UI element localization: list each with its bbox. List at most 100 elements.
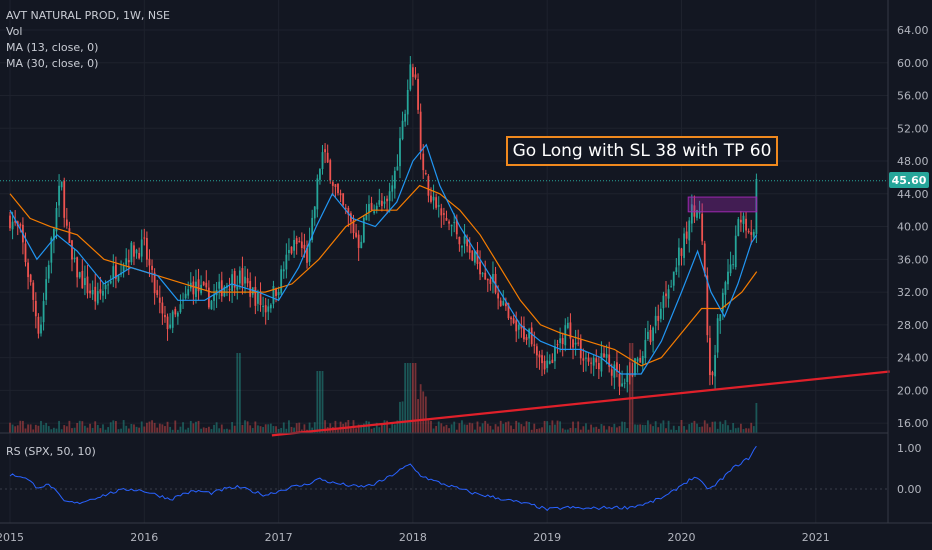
- candle-body: [275, 288, 277, 296]
- volume-bar: [721, 424, 724, 433]
- candle-body: [254, 287, 257, 306]
- candle-body: [210, 300, 213, 310]
- volume-bar: [430, 420, 432, 433]
- volume-bar: [543, 420, 546, 433]
- chart-legend: AVT NATURAL PROD, 1W, NSE Vol MA (13, cl…: [6, 8, 170, 72]
- candle-body: [32, 282, 35, 300]
- candle-body: [368, 204, 370, 213]
- candle-body: [269, 304, 272, 309]
- volume-bar: [701, 426, 704, 433]
- candle-body: [339, 193, 342, 196]
- volume-bar: [47, 426, 50, 433]
- volume-bar: [114, 421, 117, 433]
- volume-bar: [195, 421, 197, 433]
- volume-bar: [388, 428, 391, 433]
- candle-body: [344, 207, 347, 209]
- volume-bar: [561, 428, 564, 433]
- time-tick-label: 2021: [802, 531, 830, 544]
- volume-bar: [381, 424, 383, 433]
- volume-bar: [171, 429, 174, 433]
- candle-body: [729, 264, 732, 274]
- volume-bar: [378, 427, 381, 433]
- volume-legend[interactable]: Vol: [6, 25, 23, 38]
- candle-body: [223, 286, 226, 297]
- volume-bar: [551, 420, 554, 433]
- volume-bar: [649, 424, 652, 433]
- volume-bar: [559, 421, 562, 433]
- volume-bar: [706, 423, 709, 433]
- volume-bar: [466, 424, 469, 433]
- candle-body: [520, 324, 523, 329]
- price-axis[interactable]: 64.00 60.00 56.00 52.00 48.00 44.00 40.00 36.00…: [897, 24, 929, 430]
- volume-bar: [603, 425, 605, 433]
- candle-body: [236, 285, 239, 290]
- candle-body: [192, 281, 195, 295]
- trade-annotation[interactable]: Go Long with SL 38 with TP 60: [506, 136, 778, 166]
- price-tick-label: 28.00: [897, 319, 929, 332]
- candle-body: [138, 253, 141, 259]
- candle-body: [381, 200, 383, 207]
- volume-bar: [60, 429, 63, 433]
- candle-body: [672, 271, 675, 286]
- price-tick-label: 32.00: [897, 286, 929, 299]
- volume-bar: [693, 420, 696, 433]
- volume-bar: [556, 420, 559, 433]
- candle-body: [50, 237, 53, 263]
- volume-bar: [158, 423, 161, 433]
- candle-body: [747, 230, 750, 233]
- candle-body: [107, 284, 110, 286]
- ma13-line: [9, 143, 758, 375]
- candle-body: [440, 208, 443, 216]
- volume-bar: [285, 428, 288, 433]
- time-axis[interactable]: 20152016201720182019202020212: [0, 531, 932, 544]
- volume-bar: [153, 422, 156, 433]
- trendline[interactable]: [271, 370, 890, 437]
- candle-body: [63, 180, 66, 218]
- candle-body: [218, 281, 221, 289]
- volume-bar: [236, 353, 239, 433]
- candle-body: [445, 217, 448, 221]
- candle-body: [117, 275, 120, 282]
- candle-body: [507, 303, 510, 319]
- candle-body: [334, 184, 337, 187]
- candle-body: [703, 243, 706, 273]
- candle-body: [303, 244, 306, 249]
- volume-bar: [698, 426, 701, 433]
- candle-body: [321, 152, 324, 170]
- candle-body: [639, 357, 642, 363]
- candle-body: [561, 338, 564, 345]
- candle-body: [404, 113, 407, 122]
- volume-bar: [445, 424, 448, 433]
- candle-body: [135, 249, 138, 254]
- volume-bar: [654, 421, 657, 433]
- volume-bar: [350, 428, 352, 433]
- volume-bar: [641, 424, 644, 433]
- volume-bar: [600, 424, 603, 433]
- symbol-title[interactable]: AVT NATURAL PROD, 1W, NSE: [6, 9, 171, 22]
- candle-body: [631, 373, 634, 377]
- time-tick-label: 2018: [399, 531, 427, 544]
- candle-body: [690, 204, 693, 224]
- ma30-legend[interactable]: MA (30, close, 0): [6, 57, 99, 70]
- candle-body: [569, 322, 572, 339]
- volume-bar: [53, 427, 55, 433]
- candle-body: [698, 212, 701, 214]
- time-tick-label: 2016: [130, 531, 158, 544]
- candle-body: [68, 228, 71, 244]
- volume-bar: [109, 422, 112, 433]
- volume-bar: [55, 428, 58, 433]
- candle-body: [530, 327, 533, 345]
- candle-body: [412, 67, 414, 77]
- ma13-legend[interactable]: MA (13, close, 0): [6, 41, 99, 54]
- candle-body: [238, 270, 241, 284]
- volume-bar: [613, 423, 616, 433]
- candle-body: [543, 360, 546, 370]
- ma30-line: [9, 184, 758, 367]
- rs-legend[interactable]: RS (SPX, 50, 10): [6, 445, 96, 458]
- volume-bar: [569, 427, 572, 433]
- candle-body: [486, 278, 489, 281]
- volume-bar: [184, 429, 187, 433]
- volume-bar: [9, 422, 11, 433]
- candle-body: [683, 233, 685, 258]
